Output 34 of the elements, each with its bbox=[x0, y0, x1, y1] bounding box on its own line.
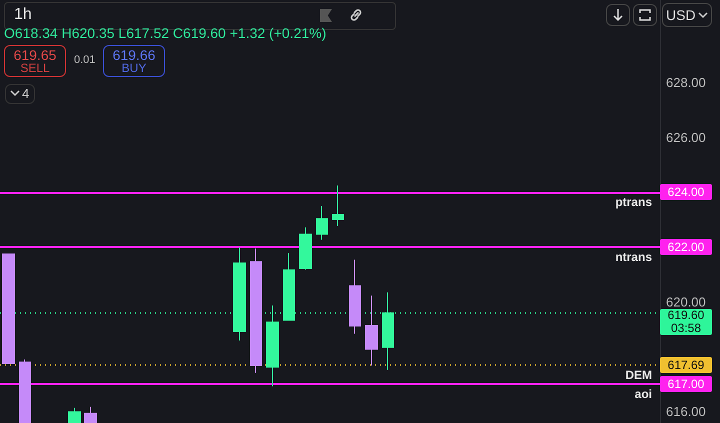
candlestick bbox=[2, 253, 15, 364]
candlestick bbox=[316, 206, 328, 240]
ref-line-label: 624.00 bbox=[660, 185, 712, 200]
y-tick-label: 616.00 bbox=[666, 404, 706, 419]
annotation: 619.65 bbox=[12, 47, 58, 63]
text: O618.34 H620.35 L617.52 C619.60 +1.32 (+0.21%) bbox=[4, 25, 326, 41]
y-tick-label: 628.00 bbox=[666, 75, 706, 90]
candlestick bbox=[84, 406, 97, 423]
annotation: 4 bbox=[22, 86, 30, 101]
candlestick bbox=[365, 295, 378, 366]
annotation: 0.01 bbox=[74, 54, 96, 66]
annotation: ptrans bbox=[615, 195, 652, 210]
candlestick bbox=[299, 226, 312, 270]
text: USD bbox=[666, 7, 696, 23]
candlestick bbox=[19, 358, 31, 423]
annotation: SELL bbox=[19, 61, 51, 75]
y-tick-label: 620.00 bbox=[666, 294, 706, 310]
candlestick bbox=[233, 246, 246, 342]
candlestick bbox=[68, 407, 81, 423]
ref-line-label: 617.00 bbox=[660, 377, 712, 392]
annotation: 619.66 bbox=[112, 47, 156, 63]
ref-line-label: 619.60 bbox=[666, 308, 706, 322]
ref-line-label: 622.00 bbox=[660, 240, 712, 254]
annotation: ntrans bbox=[615, 250, 652, 264]
candlestick bbox=[349, 259, 361, 334]
annotation: BUY bbox=[120, 61, 148, 75]
y-tick-label: 626.00 bbox=[666, 130, 706, 146]
ref-line-label: 617.69 bbox=[660, 358, 712, 372]
annotation: DEM bbox=[625, 368, 652, 382]
candlestick bbox=[332, 184, 344, 227]
chart-title: 1h bbox=[14, 6, 32, 24]
text: 03:58 bbox=[670, 320, 702, 335]
annotation: aoi bbox=[634, 387, 652, 402]
candlestick bbox=[250, 248, 262, 374]
